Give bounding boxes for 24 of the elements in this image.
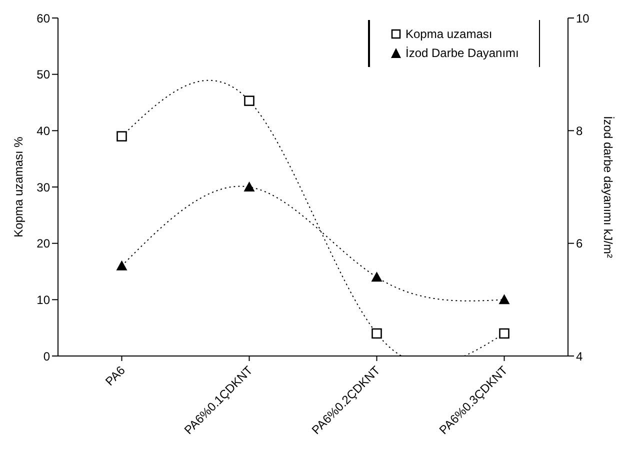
x-tick-label: PA6 (102, 362, 128, 389)
y-axis-title: Kopma uzaması % (11, 136, 26, 238)
y2-tick-label: 6 (576, 236, 583, 251)
y2-tick-label: 4 (576, 349, 583, 364)
point (244, 182, 255, 192)
point (244, 96, 254, 106)
y-tick-label: 50 (36, 68, 50, 82)
y-tick-label: 60 (36, 11, 50, 26)
y-tick-label: 10 (36, 292, 50, 307)
point (116, 260, 128, 270)
y2-tick-label: 8 (576, 124, 583, 138)
y2-tick-label: 10 (576, 11, 590, 26)
legend-label: Kopma uzaması (406, 27, 492, 41)
point (371, 272, 382, 282)
point (116, 131, 127, 142)
y2-axis-title: İzod darbe dayanımı kJ/m² (600, 116, 615, 258)
y-tick-label: 20 (36, 236, 50, 251)
legend-label: İzod Darbe Dayanımı (406, 46, 519, 60)
y-tick-label: 30 (36, 180, 50, 194)
point (498, 294, 510, 304)
point (499, 328, 510, 339)
point (372, 328, 382, 339)
y-tick-label: 0 (43, 349, 50, 364)
y-tick-label: 40 (36, 124, 50, 138)
